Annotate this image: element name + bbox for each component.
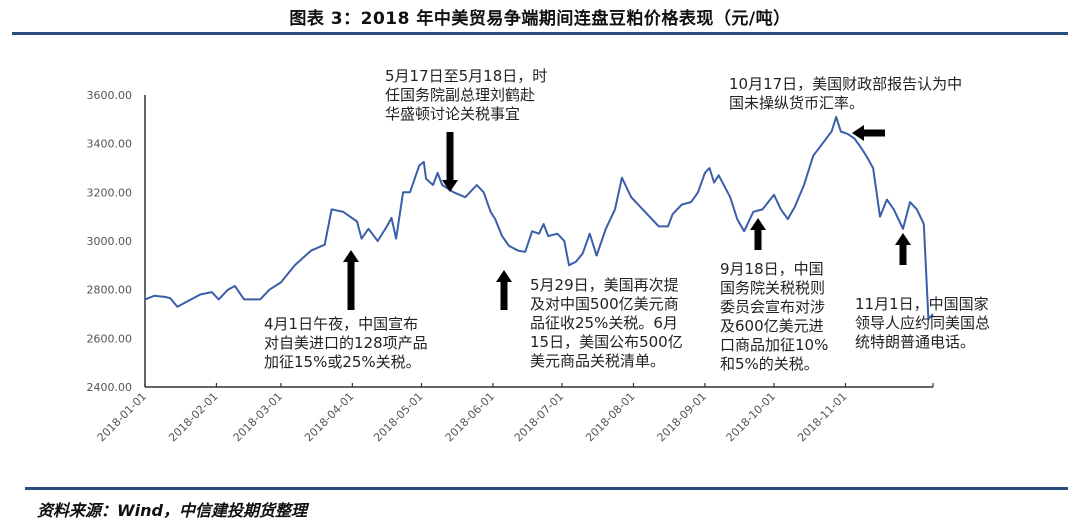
- x-tick-label: 2018-10-01: [724, 390, 778, 444]
- y-tick-label: 3600.00: [87, 89, 133, 102]
- annotation-sep18: 9月18日，中国 国务院关税税则 委员会宣布对涉 及600亿美元进 口商品加征1…: [720, 260, 829, 373]
- arrow-down-icon: [446, 132, 454, 182]
- x-tick-label: 2018-06-01: [443, 390, 497, 444]
- x-tick-label: 2018-02-01: [166, 390, 220, 444]
- x-tick-label: 2018-04-01: [302, 390, 356, 444]
- top-divider: [12, 32, 1068, 35]
- annotation-arrows: [343, 125, 911, 310]
- y-tick-label: 3200.00: [87, 186, 133, 199]
- chart-title: 图表 3：2018 年中美贸易争端期间连盘豆粕价格表现（元/吨）: [289, 9, 791, 29]
- y-tick-label: 2800.00: [87, 284, 133, 297]
- annotation-may17: 5月17日至5月18日，时 任国务院副总理刘鹤赴 华盛顿讨论关税事宜: [385, 67, 548, 123]
- x-tick-label: 2018-05-01: [371, 390, 425, 444]
- x-tick-label: 2018-09-01: [655, 390, 709, 444]
- x-tick-label: 2018-03-01: [231, 390, 285, 444]
- arrow-up-icon: [500, 280, 508, 310]
- y-axis: 3600.00 3400.00 3200.00 3000.00 2800.00 2600.…: [87, 89, 146, 394]
- y-tick-label: 2600.00: [87, 332, 133, 345]
- annotation-nov1: 11月1日，中国国家 领导人应约同美国总 统特朗普通电话。: [855, 295, 991, 351]
- y-tick-label: 2400.00: [87, 381, 133, 394]
- annotation-may29: 5月29日，美国再次提 及对中国500亿美元商 品征收25%关税。6月 15日，…: [530, 276, 683, 370]
- arrow-up-icon: [899, 243, 907, 265]
- x-tick-label: 2018-08-01: [583, 390, 637, 444]
- price-line: [144, 115, 934, 320]
- source-note: 资料来源：Wind，中信建投期货整理: [37, 501, 307, 520]
- annotation-apr1: 4月1日午夜，中国宣布 对自美进口的128项产品 加征15%或25%关税。: [264, 315, 428, 371]
- arrow-up-icon: [754, 228, 762, 250]
- arrow-left-icon: [862, 129, 885, 137]
- x-tick-label: 2018-01-01: [95, 390, 149, 444]
- x-tick-label: 2018-07-01: [512, 390, 566, 444]
- annotation-oct17: 10月17日，美国财政部报告认为中 国未操纵货币汇率。: [729, 75, 963, 112]
- y-tick-label: 3000.00: [87, 235, 133, 248]
- x-axis: 2018-01-01 2018-02-01 2018-03-01 2018-04-01…: [95, 383, 934, 444]
- arrow-up-icon: [347, 260, 355, 310]
- bottom-divider: [25, 487, 1068, 490]
- y-tick-label: 3400.00: [87, 138, 133, 151]
- x-tick-label: 2018-11-01: [795, 390, 849, 444]
